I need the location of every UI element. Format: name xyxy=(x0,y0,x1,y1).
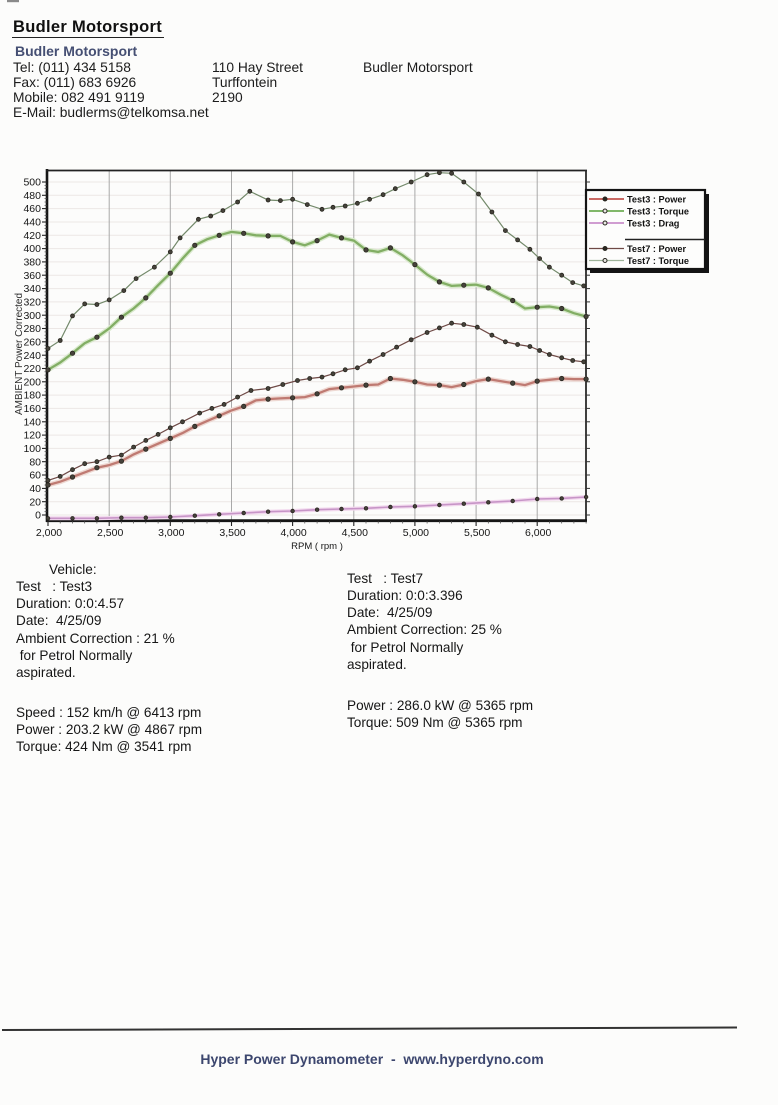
svg-text:80: 80 xyxy=(29,456,41,468)
svg-text:440: 440 xyxy=(23,217,41,229)
svg-text:Test3 : Drag: Test3 : Drag xyxy=(627,218,679,228)
svg-text:380: 380 xyxy=(23,257,41,269)
svg-text:Test3 : Torque: Test3 : Torque xyxy=(627,206,689,216)
svg-text:5,000: 5,000 xyxy=(403,527,429,539)
svg-text:3,000: 3,000 xyxy=(158,527,184,539)
svg-text:2,000: 2,000 xyxy=(36,527,62,539)
svg-text:Test7 : Torque: Test7 : Torque xyxy=(627,256,689,266)
svg-text:6,000: 6,000 xyxy=(525,527,551,539)
svg-text:RPM ( rpm ): RPM ( rpm ) xyxy=(291,541,343,552)
svg-text:200: 200 xyxy=(23,376,41,388)
svg-text:280: 280 xyxy=(23,323,41,335)
svg-text:100: 100 xyxy=(23,443,41,455)
svg-text:340: 340 xyxy=(23,283,41,295)
svg-text:40: 40 xyxy=(29,483,41,495)
svg-text:220: 220 xyxy=(23,363,41,375)
svg-text:AMBIENT Power Corrected: AMBIENT Power Corrected xyxy=(14,293,25,415)
svg-text:360: 360 xyxy=(23,270,41,282)
svg-text:0: 0 xyxy=(35,510,41,522)
svg-text:500: 500 xyxy=(23,177,41,189)
svg-text:140: 140 xyxy=(23,416,41,428)
svg-text:4,500: 4,500 xyxy=(342,527,368,539)
svg-text:300: 300 xyxy=(23,310,41,322)
svg-text:20: 20 xyxy=(29,496,41,508)
svg-text:Test3 : Power: Test3 : Power xyxy=(627,194,686,204)
svg-text:180: 180 xyxy=(23,390,41,402)
svg-text:160: 160 xyxy=(23,403,41,415)
svg-text:400: 400 xyxy=(23,243,41,255)
svg-text:Test7 : Power: Test7 : Power xyxy=(627,244,686,254)
svg-text:60: 60 xyxy=(29,470,41,482)
svg-text:120: 120 xyxy=(23,430,41,442)
svg-text:320: 320 xyxy=(23,297,41,309)
svg-text:460: 460 xyxy=(23,203,41,215)
svg-text:240: 240 xyxy=(23,350,41,362)
svg-text:3,500: 3,500 xyxy=(219,527,245,539)
svg-text:2,500: 2,500 xyxy=(97,527,123,539)
svg-text:260: 260 xyxy=(23,336,41,348)
svg-text:4,000: 4,000 xyxy=(280,527,306,539)
svg-text:480: 480 xyxy=(23,190,41,202)
svg-text:5,500: 5,500 xyxy=(464,527,490,539)
svg-text:420: 420 xyxy=(23,230,41,242)
